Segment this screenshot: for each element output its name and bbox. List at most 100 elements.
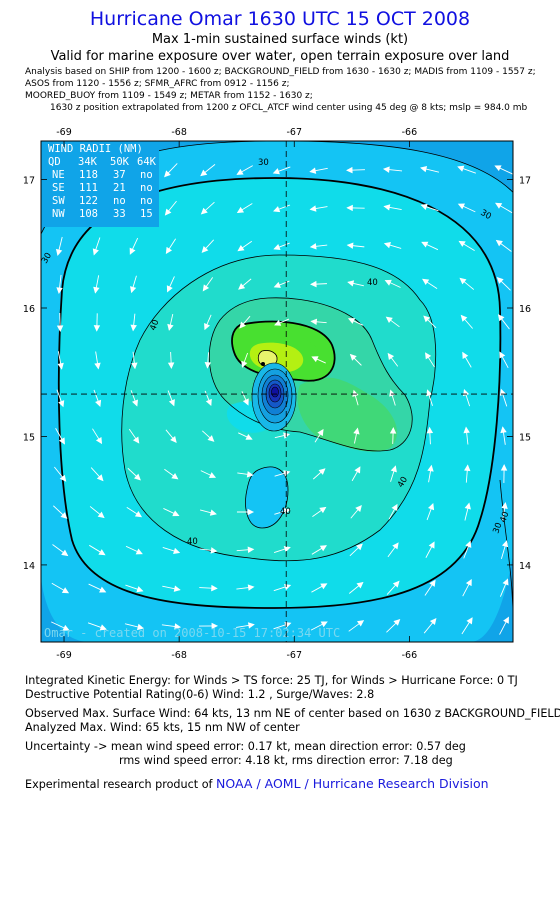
wind-radii-row-se-64k: no [140,182,153,194]
wind-arrow [164,468,179,480]
wind-arrow [126,506,143,518]
contour-label-9: 40 [498,510,511,524]
creation-watermark: Omar - created on 2008-10-15 17:02:34 UT… [44,626,340,640]
wind-arrow [56,313,64,332]
wind-arrow [162,547,181,555]
wind-arrow [236,203,253,214]
contour-label-4: 40 [367,278,378,288]
wind-radii-box [41,141,159,227]
wind-arrow [198,622,219,630]
wind-arrow [501,502,508,522]
wind-arrow [93,313,101,332]
wind-arrow [128,428,140,444]
top-lon-label-2: -67 [287,127,303,138]
wind-arrow [311,356,326,364]
wind-arrow [53,505,68,519]
wind-arrow [200,164,216,177]
wind-radii-title: WIND RADII (NM) [48,143,143,155]
wind-arrow [164,200,177,216]
wind-arrow [353,427,360,444]
wind-arrow [167,351,175,369]
wind-arrow [314,428,324,443]
wind-arrow [238,278,252,290]
wind-arrow [124,623,145,631]
hrd-link[interactable]: NOAA / AOML / Hurricane Research Divisio… [216,776,489,791]
axis-ticks: -69 -69 -68 -68 -67 -67 -66 -66 17 17 16 16 15 15 14 14 [23,127,531,661]
wind-arrow [165,429,177,443]
wind-arrow [463,426,470,445]
wind-arrow [93,389,102,407]
wind-arrow [204,390,212,407]
wind-arrow [57,351,64,370]
wind-arrow [131,351,138,370]
wind-arrow [201,239,215,253]
wind-arrow [311,545,327,555]
wind-arrow [273,204,291,213]
wind-arrow [241,391,249,406]
contour-label-5: 40 [148,318,161,332]
wind-arrow [495,239,512,252]
wind-arrow [56,274,63,295]
left-lat-label-0: 17 [23,176,35,187]
wind-arrow [238,432,253,440]
wind-arrow [383,242,402,249]
wind-arrow [239,315,251,329]
contour-45kt [208,297,413,452]
wind-arrow [500,464,508,483]
wind-arrow [459,277,475,290]
wind-arrow [499,578,509,597]
left-lat-label-2: 15 [23,432,35,443]
wind-arrow [464,502,471,521]
wind-arrow [496,277,511,291]
wind-arrow [199,547,218,554]
wind-arrow [273,546,291,553]
wind-arrow [460,314,473,329]
credit-prefix: Experimental research product of [25,778,217,791]
wind-arrow [201,430,215,442]
wind-arrow [389,427,397,444]
source-line-2: ASOS from 1120 - 1556 z; SFMR_AFRC from … [25,79,290,89]
wind-contour-field: WIND RADII (NM) QD 34K 50K 64K NE 118 37… [41,141,513,642]
wind-arrow [161,623,182,630]
wind-arrow [352,389,359,406]
wind-radii-header-34k: 34K [78,156,98,168]
wind-arrow [312,468,326,480]
wind-arrow [89,544,106,556]
wind-arrow [347,318,364,326]
contour-label-8: 40 [187,537,198,547]
wind-arrow [425,352,435,368]
contour-label-1: 30 [258,158,269,168]
source-line-1: Analysis based on SHIP from 1200 - 1600 … [25,67,536,77]
wind-arrow [457,203,476,213]
wind-arrow [426,389,433,406]
bottom-lon-label-0: -69 [56,650,72,661]
left-lat-label-1: 16 [23,304,35,315]
wind-arrow [463,540,472,559]
wind-arrow [346,242,365,249]
storm-core-contours [251,362,297,432]
wind-arrow [162,585,181,592]
bottom-lon-label-2: -67 [287,650,303,661]
wind-field-map: WIND RADII (NM) QD 34K 50K 64K NE 118 37… [23,127,531,661]
wind-arrow [92,428,103,445]
subtitle-exposure: Valid for marine exposure over water, op… [50,49,510,64]
wind-arrow [51,582,70,594]
wind-arrow [382,166,403,173]
contour-label-10: 30 [491,521,504,535]
wind-arrow [199,584,218,592]
wind-arrow [274,508,291,515]
wind-arrow [464,464,471,483]
wind-vectors [51,163,513,635]
plot-frame [40,140,514,643]
source-line-3: MOORED_BUOY from 1109 - 1549 z; METAR fr… [25,91,313,101]
uncertainty-rms: rms wind speed error: 4.18 kt, rms direc… [119,754,453,767]
ike-line: Integrated Kinetic Energy: for Winds > T… [25,674,518,687]
wind-radii-row-sw-50k: no [113,195,126,207]
wind-radii-table: WIND RADII (NM) QD 34K 50K 64K NE 118 37… [48,143,157,220]
wind-arrow [309,167,328,174]
wind-arrow [310,318,327,326]
left-lat-label-3: 14 [23,561,35,572]
wind-arrow [273,583,292,592]
wind-radii-row-nw-34k: 108 [79,208,98,220]
wind-arrow [88,583,107,593]
